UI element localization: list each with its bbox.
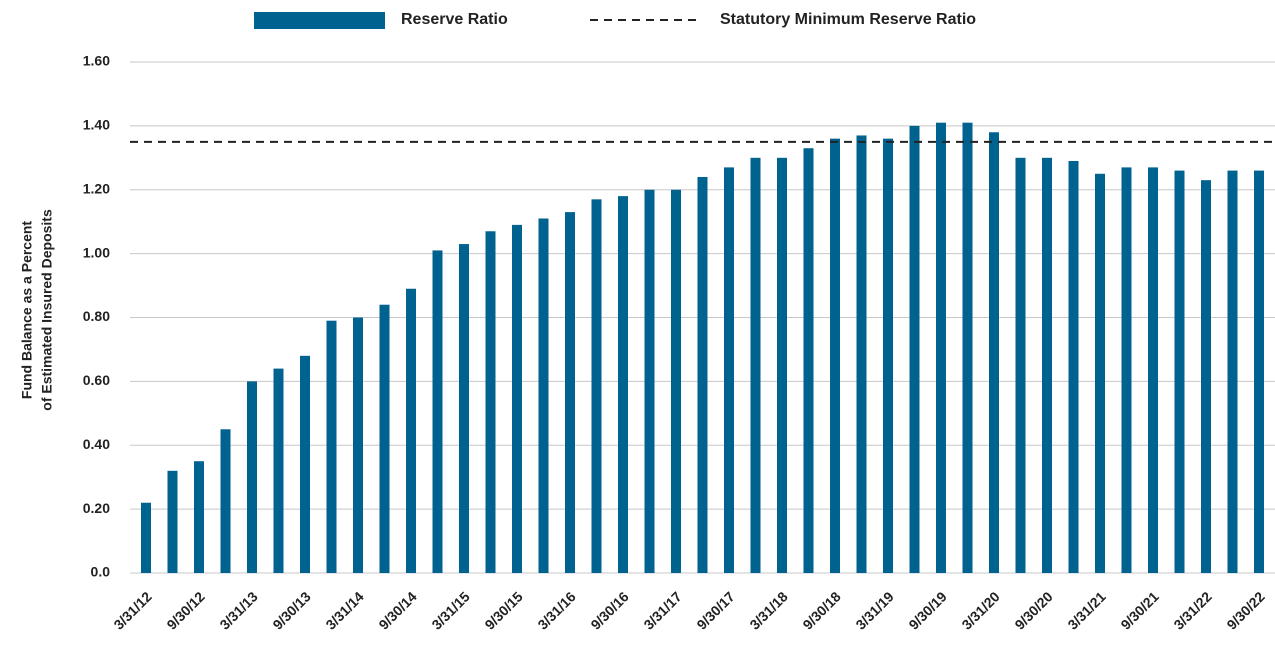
bar [697,176,708,573]
bar [1042,157,1052,573]
legend-swatch [254,12,385,29]
x-tick-label: 3/31/12 [110,588,154,632]
bar [856,135,867,574]
bar [591,199,602,574]
bar [618,196,628,573]
bar [962,122,973,574]
bar [1227,170,1238,573]
bar [326,320,337,573]
x-tick-label: 3/31/15 [428,588,472,632]
legend-label: Statutory Minimum Reserve Ratio [720,11,976,28]
x-tick-label: 3/31/19 [852,588,896,632]
bar [379,304,390,573]
x-tick-label: 9/30/13 [269,588,313,632]
x-tick-label: 9/30/15 [481,588,525,632]
bar [538,218,549,573]
y-tick-label: 0.80 [83,308,110,324]
bar [485,231,496,574]
bar [750,157,761,573]
bar [777,157,787,573]
y-tick-label: 0.20 [83,500,110,516]
x-tick-label: 3/31/17 [640,588,684,632]
bar [1254,170,1264,573]
x-tick-label: 9/30/12 [163,588,207,632]
bar [803,148,814,573]
bar [1174,170,1185,573]
x-tick-label: 9/30/18 [799,588,843,632]
bar [830,138,840,573]
bar [909,125,920,573]
bar [459,244,469,573]
bar [1015,157,1026,573]
bar [1068,161,1079,573]
x-tick-label: 9/30/14 [375,588,419,632]
y-tick-label: 0.60 [83,372,110,388]
x-tick-label: 3/31/21 [1064,588,1108,632]
bar [141,502,151,573]
x-tick-label: 3/31/14 [322,588,366,632]
bar [989,132,999,573]
x-tick-label: 9/30/20 [1011,588,1055,632]
x-tick-label: 3/31/18 [746,588,790,632]
bar [883,138,893,573]
bar [167,470,178,573]
bar [1095,173,1105,573]
x-tick-label: 9/30/22 [1223,588,1267,632]
y-tick-label: 1.00 [83,244,110,260]
x-tick-label: 3/31/13 [216,588,260,632]
bar [273,368,284,573]
x-tick-label: 3/31/22 [1170,588,1214,632]
bar [1121,167,1132,574]
bar [1201,180,1211,573]
bar [247,381,257,573]
bar [300,355,310,573]
bar [671,189,681,573]
bar [512,224,522,573]
bar [724,167,734,574]
bar [194,461,204,573]
x-tick-label: 3/31/16 [534,588,578,632]
x-tick-label: 9/30/16 [587,588,631,632]
bar [644,189,655,573]
bar [936,122,946,574]
legend-label: Reserve Ratio [401,11,508,28]
y-tick-label: 1.20 [83,180,110,196]
x-tick-label: 9/30/17 [693,588,737,632]
y-tick-label: 0.0 [91,564,111,580]
bar [353,317,363,573]
bar [1148,167,1158,574]
bar [406,288,416,573]
y-tick-label: 0.40 [83,436,110,452]
bar [220,429,231,573]
y-axis-label: Fund Balance as a Percent [19,221,35,400]
x-tick-label: 9/30/19 [905,588,949,632]
x-tick-label: 3/31/20 [958,588,1002,632]
y-axis-label: of Estimated Insured Deposits [39,209,55,411]
y-tick-label: 1.60 [83,53,110,69]
x-tick-label: 9/30/21 [1117,588,1161,632]
bar [565,212,575,573]
bar [432,250,443,573]
y-tick-label: 1.40 [83,117,110,133]
